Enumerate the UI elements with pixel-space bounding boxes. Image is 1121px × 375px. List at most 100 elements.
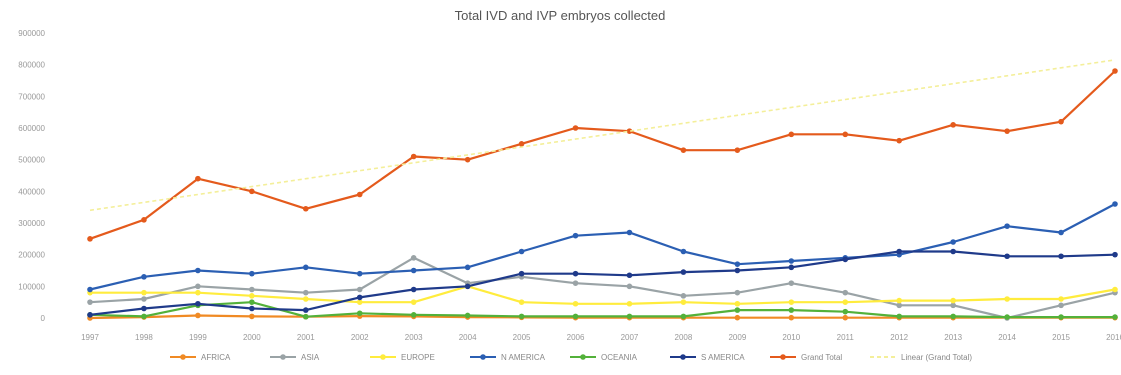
data-point <box>249 293 255 299</box>
data-point <box>464 283 471 290</box>
data-point <box>518 141 525 147</box>
data-point <box>680 248 687 255</box>
data-point <box>518 313 525 320</box>
data-point <box>1058 253 1064 260</box>
data-point <box>249 286 255 293</box>
legend-label: Linear (Grand Total) <box>901 353 972 362</box>
data-point <box>518 270 525 277</box>
y-tick-label: 800000 <box>18 61 45 70</box>
data-point <box>302 296 309 302</box>
series-line <box>89 59 1116 212</box>
data-point <box>464 264 471 271</box>
x-tick-label: 2013 <box>944 333 962 342</box>
legend-marker <box>580 354 586 360</box>
data-point <box>302 264 309 271</box>
data-point <box>626 300 633 307</box>
series-line <box>90 285 1116 305</box>
data-point <box>464 312 471 319</box>
data-point <box>410 312 417 318</box>
x-tick-label: 2002 <box>351 333 369 342</box>
data-point <box>572 232 579 239</box>
data-point <box>788 131 795 138</box>
x-tick-label: 2009 <box>728 333 746 342</box>
data-point <box>788 258 795 264</box>
data-point <box>734 307 741 313</box>
data-point <box>195 312 201 319</box>
data-point <box>410 299 417 305</box>
data-point <box>195 283 201 290</box>
data-point <box>410 153 417 160</box>
data-point <box>734 267 741 274</box>
data-point <box>626 128 633 134</box>
data-point <box>680 269 687 275</box>
y-tick-label: 600000 <box>18 124 45 133</box>
series-europe <box>87 283 1118 307</box>
x-tick-label: 2016 <box>1106 333 1121 342</box>
series-grand-total <box>87 68 1118 242</box>
data-point <box>141 305 147 312</box>
x-tick-label: 1998 <box>135 333 153 342</box>
data-point <box>842 131 849 138</box>
data-point <box>410 267 417 274</box>
data-point <box>680 313 687 320</box>
legend-item: S AMERICA <box>670 353 745 362</box>
series-asia <box>87 255 1118 321</box>
data-point <box>950 302 956 309</box>
data-point <box>195 289 201 296</box>
data-point <box>1112 286 1118 293</box>
data-point <box>1004 296 1010 302</box>
legend-label: Grand Total <box>801 353 842 362</box>
data-point <box>626 229 633 236</box>
legend-label: N AMERICA <box>501 353 546 362</box>
data-point <box>302 289 309 296</box>
y-axis-tick-labels: 0 100000 200000 300000 400000 500000 600000 700… <box>18 29 45 323</box>
data-point <box>1058 118 1064 125</box>
legend-label: ASIA <box>301 353 320 362</box>
data-point <box>734 261 741 267</box>
data-point <box>356 310 363 317</box>
data-point <box>302 205 309 212</box>
legend-item: ASIA <box>270 353 320 362</box>
data-point <box>87 236 93 242</box>
data-point <box>518 248 525 255</box>
data-point <box>734 314 741 321</box>
data-point <box>356 294 363 301</box>
x-tick-label: 2011 <box>837 333 855 342</box>
data-point <box>896 302 903 309</box>
data-point <box>788 299 795 305</box>
legend-item: EUROPE <box>370 353 435 362</box>
data-point <box>87 312 93 318</box>
data-point <box>302 307 309 313</box>
y-tick-label: 300000 <box>18 219 45 228</box>
data-point <box>842 256 849 263</box>
data-point <box>1112 314 1118 320</box>
data-point <box>410 255 417 261</box>
data-point <box>1112 68 1118 74</box>
series-line <box>89 70 1116 240</box>
legend-marker <box>280 354 286 360</box>
x-tick-label: 2014 <box>998 333 1016 342</box>
legend-item: OCEANIA <box>570 353 638 362</box>
data-point <box>950 313 956 320</box>
data-point <box>249 313 255 320</box>
data-point <box>518 299 525 305</box>
data-point <box>356 191 363 198</box>
data-point <box>842 308 849 315</box>
legend-item: Linear (Grand Total) <box>870 353 972 362</box>
data-point <box>1058 296 1064 302</box>
x-tick-label: 2003 <box>405 333 423 342</box>
data-point <box>950 122 956 128</box>
series-line <box>89 301 1115 319</box>
data-point <box>734 147 741 153</box>
legend-label: EUROPE <box>401 353 435 362</box>
data-point <box>141 274 147 280</box>
legend-label: S AMERICA <box>701 353 745 362</box>
data-point <box>896 313 903 320</box>
data-point <box>87 286 93 293</box>
legend-marker <box>780 354 786 360</box>
data-point <box>950 239 956 245</box>
x-tick-label: 1997 <box>81 333 99 342</box>
data-point <box>1112 251 1118 258</box>
legend: AFRICA ASIA EUROPE N AMERICA OCEANIA S AMERIC… <box>170 353 972 362</box>
data-point <box>842 289 849 296</box>
